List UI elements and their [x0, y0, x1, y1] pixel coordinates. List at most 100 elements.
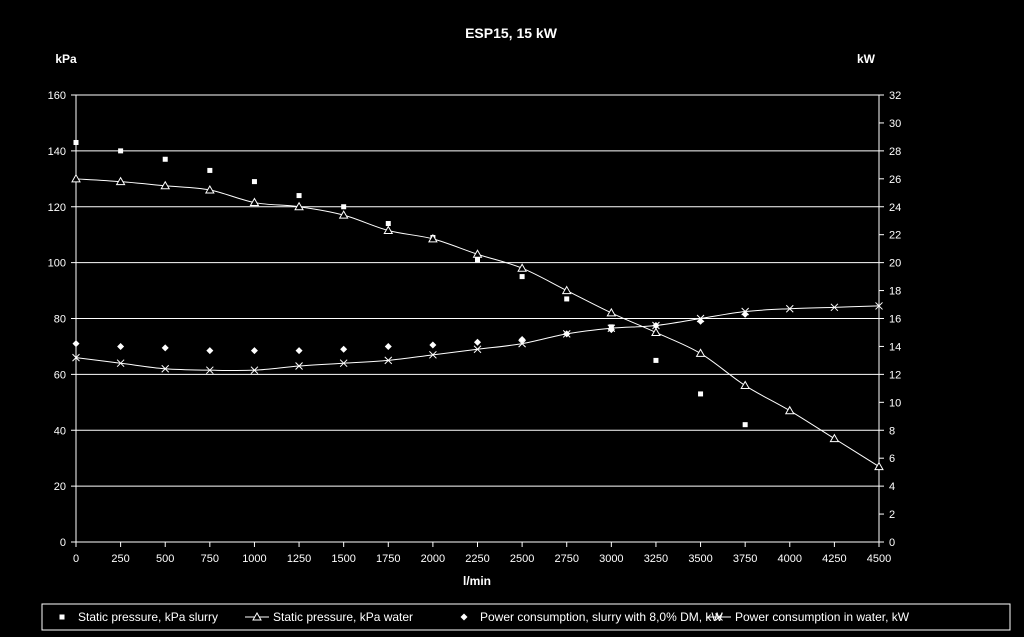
data-point — [161, 344, 169, 352]
data-point — [73, 139, 79, 145]
data-point — [72, 340, 80, 348]
x-tick-label: 1750 — [376, 553, 400, 565]
x-axis-label: l/min — [463, 574, 491, 588]
plot-area: 0 250 500 750 1000 1250 1500 1750 2000 2250 2500 27… — [48, 90, 902, 565]
data-point — [653, 357, 659, 363]
data-point — [785, 304, 794, 313]
data-point — [741, 307, 750, 316]
data-point — [204, 184, 215, 194]
data-point — [385, 221, 391, 227]
y-right-tick-label: 24 — [889, 202, 901, 214]
data-point — [162, 156, 168, 162]
data-point — [250, 347, 258, 355]
data-point — [784, 405, 795, 415]
y-right-tick-label: 6 — [889, 453, 895, 465]
legend-label: Power consumption, slurry with 8,0% DM, … — [480, 610, 723, 624]
data-point — [829, 433, 840, 443]
data-point — [118, 148, 124, 154]
y-right-tick-label: 26 — [889, 174, 901, 186]
data-point — [295, 362, 303, 370]
x-tick-label: 3750 — [733, 553, 757, 565]
data-point — [161, 364, 170, 373]
y-left-axis-label: kPa — [55, 52, 77, 66]
y-right-tick-label: 22 — [889, 230, 901, 242]
legend-box — [41, 603, 1011, 631]
data-point — [71, 173, 81, 183]
legend-label: Static pressure, kPa slurry — [78, 610, 218, 624]
data-point — [874, 461, 884, 471]
legend-marker — [460, 613, 468, 621]
legend-label: Power consumption in water, kW — [735, 610, 910, 624]
x-tick-label: 2500 — [510, 553, 534, 565]
y-right-tick-label: 10 — [889, 397, 901, 409]
data-point — [474, 338, 481, 346]
x-tick-label: 2250 — [465, 553, 489, 565]
x-tick-label: 0 — [73, 553, 79, 565]
data-point — [207, 167, 213, 173]
legend-entry: Static pressure, kPa slurry — [59, 610, 218, 624]
data-point — [115, 176, 126, 186]
data-point — [562, 330, 571, 338]
y-right-tick-label: 16 — [889, 314, 901, 326]
data-point — [384, 356, 393, 365]
chart-title: ESP15, 15 kW — [465, 25, 558, 41]
data-point — [652, 321, 660, 330]
data-point — [606, 307, 617, 317]
x-tick-label: 500 — [156, 553, 174, 565]
y-right-tick-label: 8 — [889, 425, 895, 437]
data-point — [607, 324, 616, 333]
y-right-axis-label: kW — [857, 52, 876, 66]
data-point — [250, 366, 259, 375]
y-left-tick-label: 120 — [48, 202, 66, 214]
legend-entry: Power consumption in water, kW — [707, 610, 910, 624]
data-point — [698, 391, 704, 397]
data-point — [475, 257, 480, 263]
legend-marker — [59, 614, 65, 620]
data-point — [561, 285, 572, 295]
y-right-tick-label: 20 — [889, 258, 901, 270]
y-left-tick-label: 0 — [60, 537, 66, 549]
x-tick-label: 3250 — [644, 553, 668, 565]
data-point — [116, 359, 125, 368]
x-tick-label: 3500 — [688, 553, 712, 565]
data-point — [72, 353, 80, 362]
y-right-tick-label: 28 — [889, 146, 901, 158]
data-point — [830, 303, 839, 312]
data-point — [294, 201, 304, 211]
y-left-tick-label: 140 — [48, 146, 66, 158]
series-1 — [73, 139, 748, 428]
y-right-tick-label: 18 — [889, 286, 901, 298]
data-point — [383, 225, 394, 234]
x-tick-label: 750 — [201, 553, 219, 565]
data-point — [696, 314, 705, 323]
y-right-tick-label: 30 — [889, 118, 901, 130]
data-point — [517, 263, 527, 272]
data-point — [875, 302, 883, 310]
data-point — [472, 249, 483, 258]
x-tick-label: 2000 — [421, 553, 445, 565]
data-point — [251, 179, 257, 185]
legend-entry: Power consumption, slurry with 8,0% DM, … — [460, 610, 723, 624]
data-point — [651, 327, 661, 336]
data-point — [564, 296, 570, 302]
x-tick-label: 1500 — [331, 553, 355, 565]
data-point — [295, 347, 303, 355]
y-left-tick-label: 40 — [54, 425, 66, 437]
x-tick-label: 2750 — [554, 553, 578, 565]
series-2 — [71, 173, 884, 471]
x-tick-label: 4000 — [778, 553, 802, 565]
x-tick-label: 3000 — [599, 553, 623, 565]
data-point — [473, 345, 482, 354]
data-point — [249, 197, 260, 207]
data-point — [695, 348, 706, 357]
data-point — [160, 180, 171, 190]
data-point — [296, 193, 302, 199]
data-point — [518, 339, 526, 348]
data-point — [341, 204, 347, 210]
y-right-tick-label: 12 — [889, 369, 901, 381]
data-point — [429, 341, 437, 349]
y-right-tick-label: 32 — [889, 90, 901, 102]
series-4 — [72, 302, 883, 375]
data-point — [339, 359, 348, 368]
